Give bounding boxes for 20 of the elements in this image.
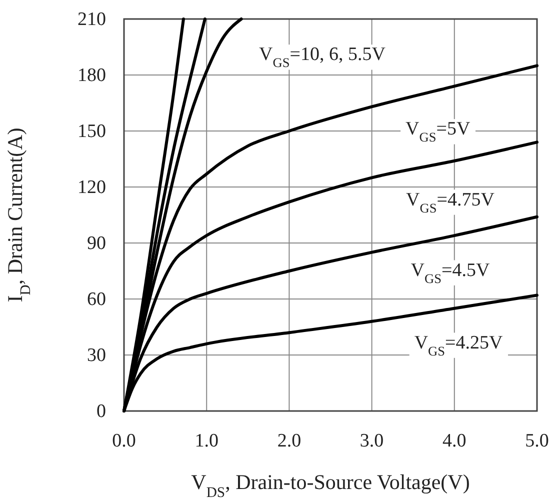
x-tick-label: 0.0 xyxy=(112,430,136,452)
y-tick-label: 0 xyxy=(96,401,106,422)
y-tick-label: 30 xyxy=(87,345,106,366)
x-tick-label: 5.0 xyxy=(525,430,549,452)
x-axis-title: V$_{DS}$, Drain-to-Source Voltage(V) xyxy=(191,470,470,501)
x-tick-label: 1.0 xyxy=(194,430,218,452)
y-tick-label: 210 xyxy=(78,9,106,30)
y-tick-label: 60 xyxy=(87,289,106,310)
x-tick-label: 2.0 xyxy=(277,430,302,452)
annotation: V$_{GS}$=4.25V xyxy=(414,332,504,358)
annotation: V$_{GS}$=10, 6, 5.5V xyxy=(259,44,386,70)
annotation: V$_{GS}$=4.75V xyxy=(406,190,495,215)
y-tick-label: 120 xyxy=(78,177,106,198)
y-tick-label: 90 xyxy=(87,233,106,254)
x-tick-label: 3.0 xyxy=(360,430,384,452)
annotation: V$_{GS}$=4.5V xyxy=(410,260,490,286)
y-tick-label: 180 xyxy=(78,65,106,86)
annotation: V$_{GS}$=5V xyxy=(406,119,470,144)
x-tick-label: 4.0 xyxy=(442,430,466,452)
y-tick-label: 150 xyxy=(78,121,106,142)
